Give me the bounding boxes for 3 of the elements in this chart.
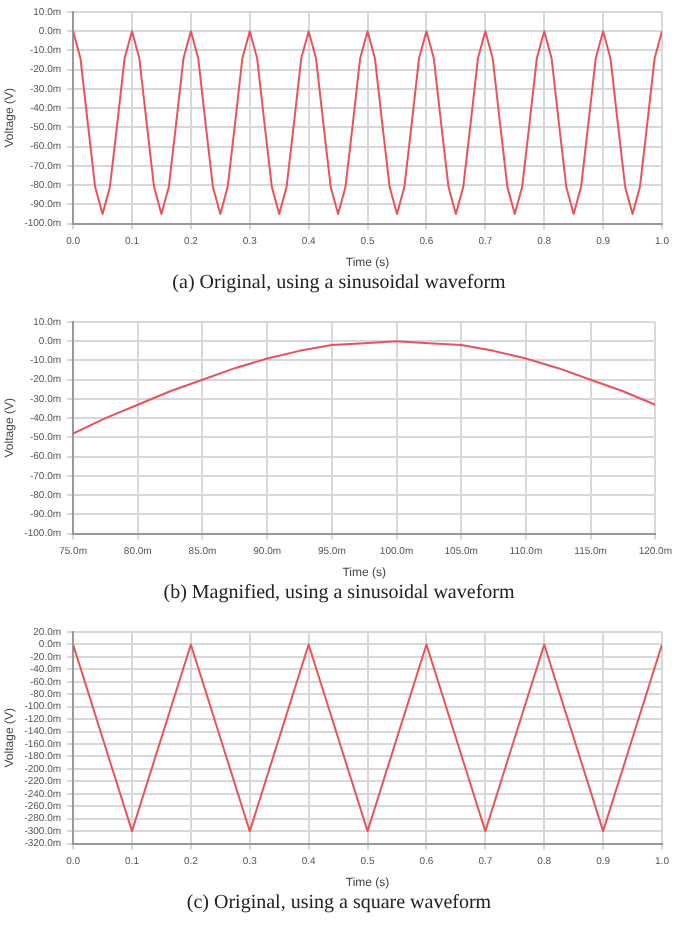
text: (b) Magnified, using a sinusoidal waveform: [161, 582, 517, 604]
text: (c) Original, using a square waveform: [184, 892, 494, 914]
text: (a) Original, using a sinusoidal waveform: [170, 272, 508, 294]
